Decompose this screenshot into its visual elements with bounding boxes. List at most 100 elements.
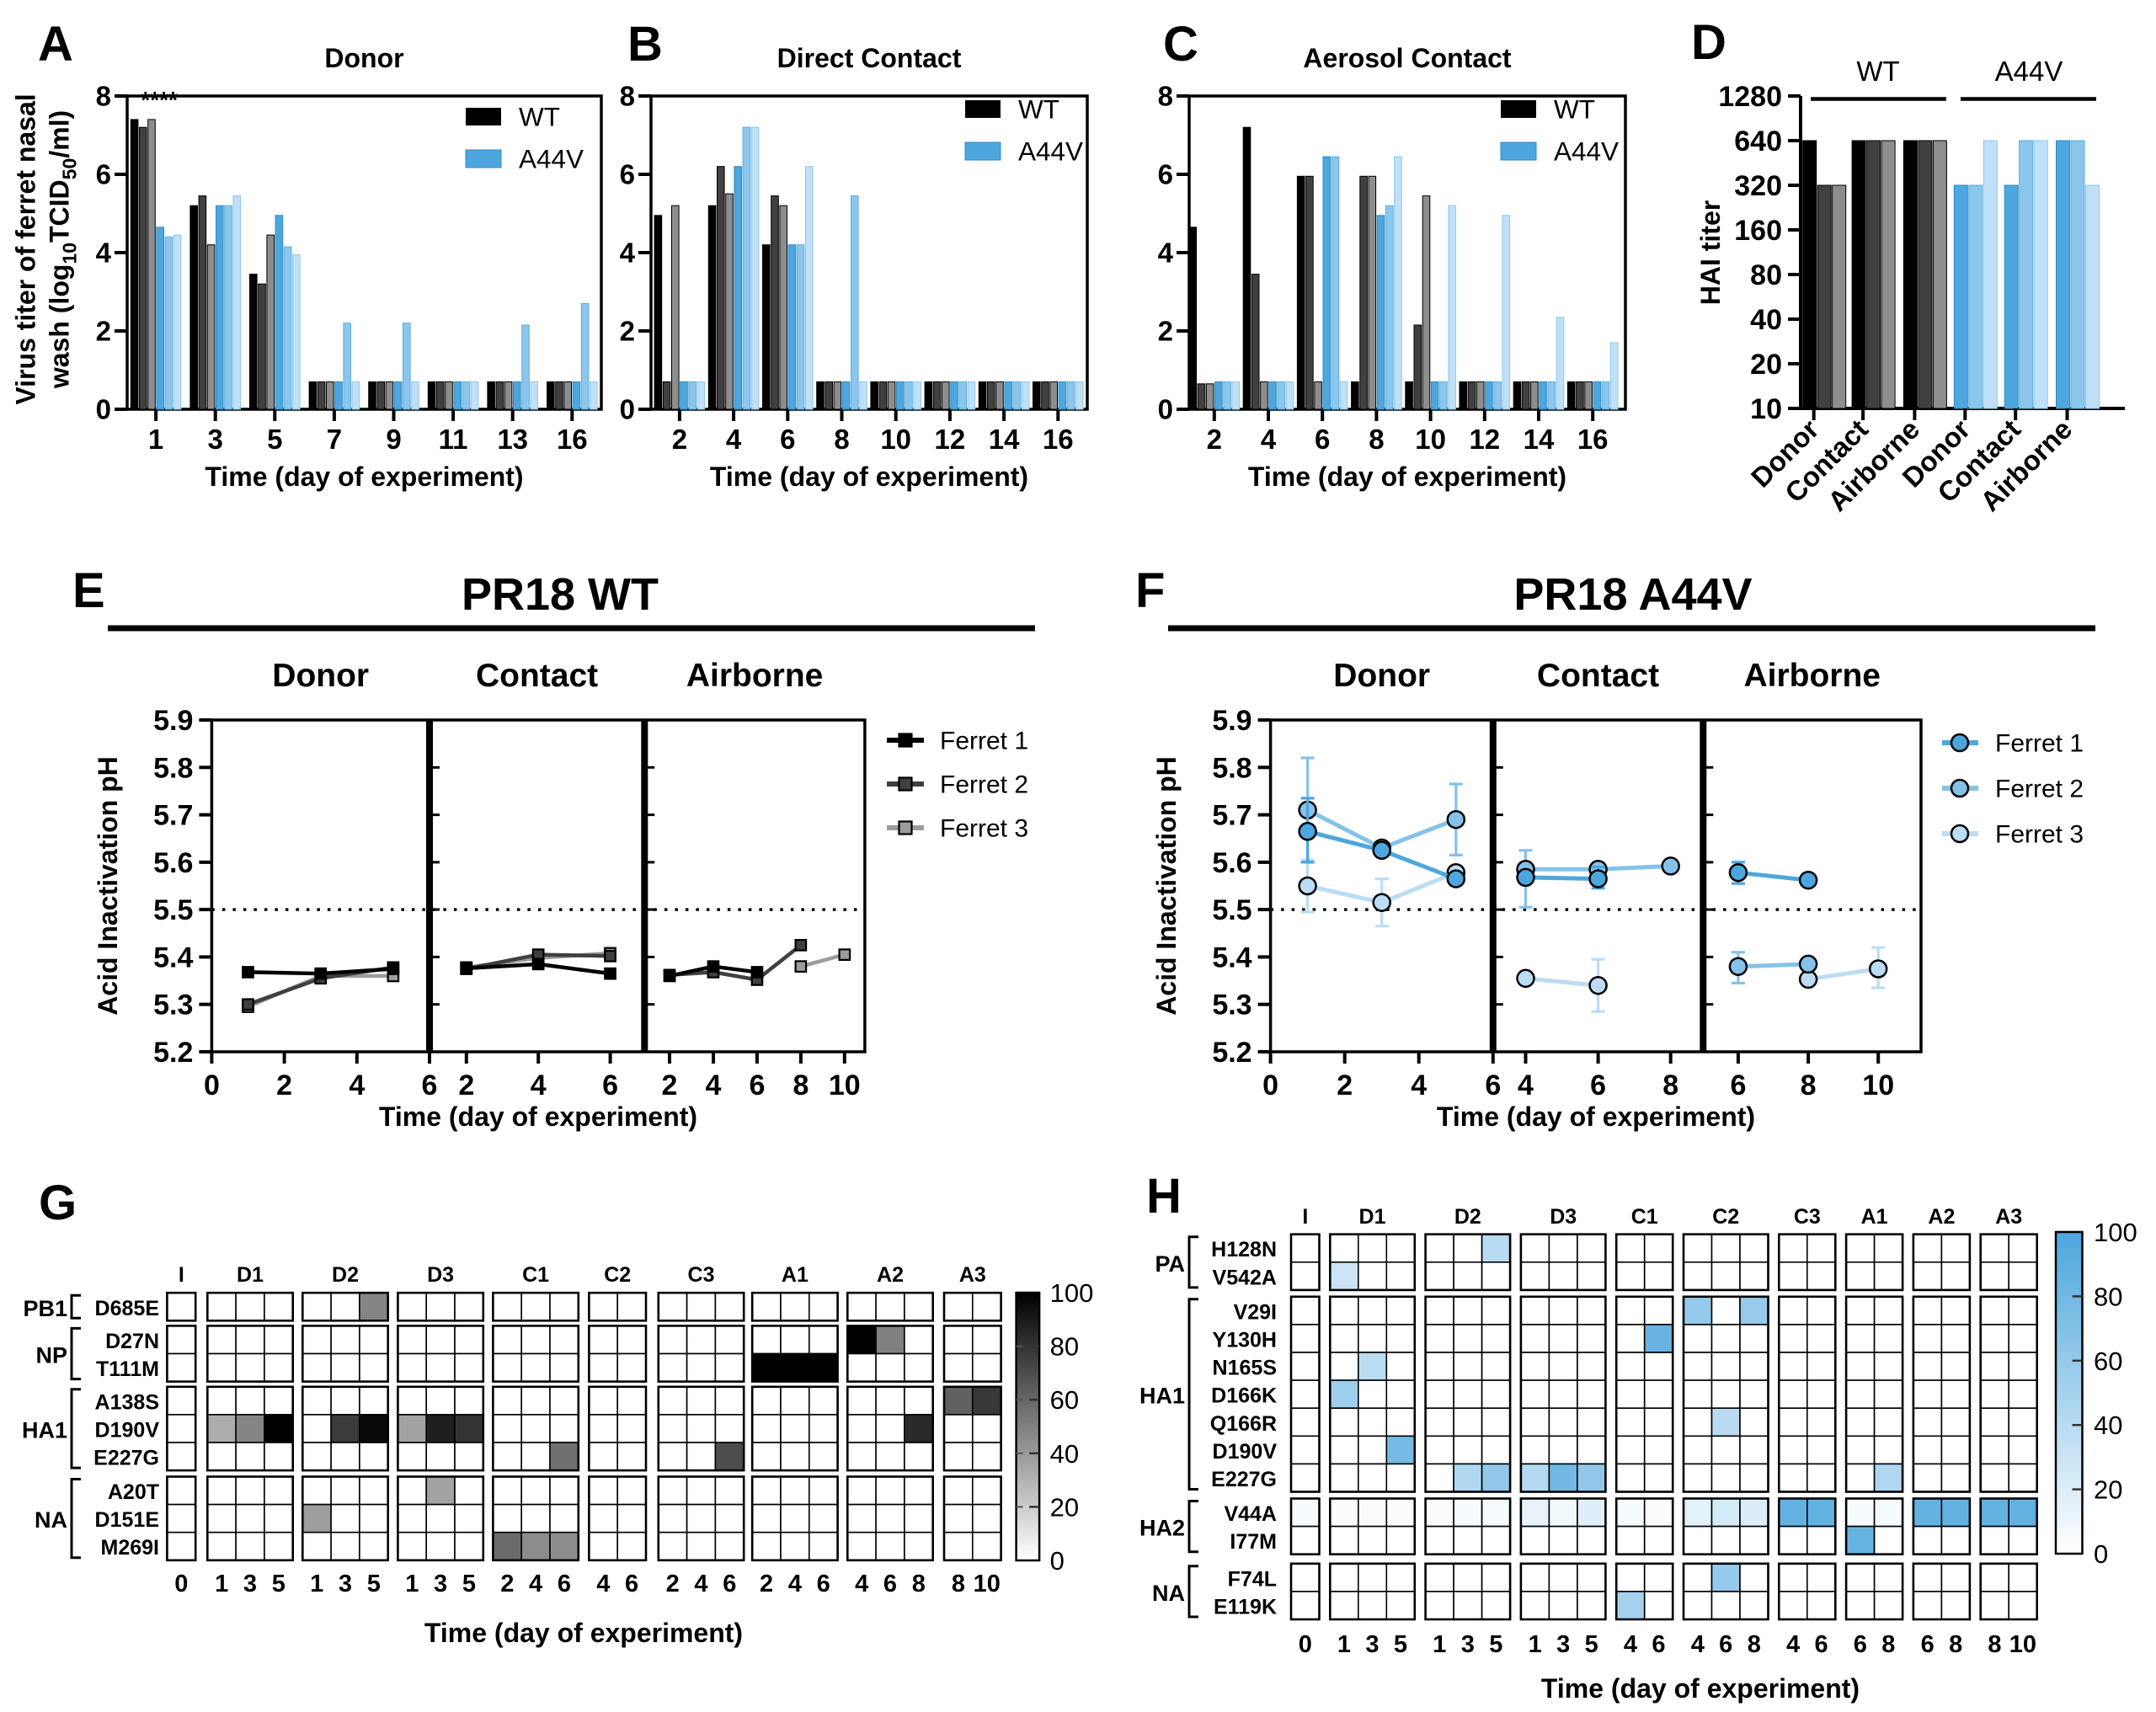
svg-text:0: 0 (1158, 394, 1173, 425)
svg-text:NA: NA (1152, 1581, 1185, 1606)
svg-text:12: 12 (1469, 424, 1500, 455)
svg-text:PR18 A44V: PR18 A44V (1513, 569, 1752, 620)
svg-text:5.8: 5.8 (153, 752, 193, 784)
svg-text:5.7: 5.7 (153, 800, 193, 832)
svg-text:V542A: V542A (1213, 1266, 1277, 1289)
svg-text:C1: C1 (1631, 1205, 1658, 1229)
svg-text:5.6: 5.6 (1212, 847, 1251, 879)
svg-text:PR18 WT: PR18 WT (462, 569, 659, 620)
svg-text:D1: D1 (1359, 1205, 1386, 1229)
svg-text:Aerosol Contact: Aerosol Contact (1303, 43, 1511, 73)
svg-text:12: 12 (935, 424, 966, 455)
svg-text:D: D (1691, 15, 1726, 70)
svg-text:2: 2 (1158, 316, 1173, 347)
svg-text:Time (day of experiment): Time (day of experiment) (1541, 1673, 1860, 1704)
svg-text:4: 4 (96, 237, 112, 269)
svg-text:Acid Inactivation pH: Acid Inactivation pH (1151, 756, 1182, 1016)
svg-text:PA: PA (1155, 1251, 1185, 1277)
svg-text:10: 10 (880, 424, 911, 455)
svg-text:D151E: D151E (95, 1508, 159, 1532)
svg-text:16: 16 (1577, 424, 1609, 455)
svg-text:Ferret 2: Ferret 2 (1995, 776, 2084, 803)
svg-text:5.3: 5.3 (1212, 989, 1251, 1021)
svg-text:8: 8 (952, 1571, 965, 1597)
svg-text:C2: C2 (1712, 1205, 1739, 1229)
svg-text:7: 7 (327, 424, 342, 455)
svg-text:wash (log10TCID50/ml): wash (log10TCID50/ml) (45, 110, 81, 389)
svg-text:Time (day of experiment): Time (day of experiment) (379, 1101, 697, 1132)
svg-text:2: 2 (1337, 1069, 1353, 1101)
svg-text:160: 160 (1734, 215, 1782, 247)
svg-text:4: 4 (788, 1571, 802, 1597)
svg-text:2: 2 (672, 424, 687, 455)
svg-text:3: 3 (1461, 1631, 1475, 1658)
svg-text:4: 4 (726, 424, 742, 455)
svg-text:1: 1 (310, 1571, 323, 1597)
svg-text:6: 6 (625, 1571, 638, 1597)
svg-text:5.9: 5.9 (1212, 705, 1251, 737)
svg-text:8: 8 (792, 1069, 808, 1101)
svg-text:4: 4 (349, 1069, 365, 1101)
svg-text:Donor: Donor (1333, 658, 1430, 694)
svg-text:A3: A3 (1995, 1205, 2022, 1229)
svg-text:40: 40 (1750, 304, 1782, 336)
svg-text:A2: A2 (1928, 1205, 1955, 1229)
svg-text:1: 1 (1337, 1631, 1351, 1658)
svg-text:Airborne: Airborne (1743, 658, 1881, 694)
svg-text:6: 6 (96, 159, 111, 190)
svg-text:6: 6 (1590, 1069, 1606, 1101)
svg-text:T111M: T111M (96, 1357, 159, 1381)
svg-text:A: A (38, 17, 73, 72)
svg-text:Q166R: Q166R (1210, 1412, 1277, 1436)
svg-text:10: 10 (1750, 393, 1782, 425)
svg-text:PB1: PB1 (23, 1296, 67, 1321)
svg-text:5.5: 5.5 (153, 894, 193, 926)
svg-text:Ferret 3: Ferret 3 (1995, 821, 2084, 849)
svg-text:A2: A2 (877, 1263, 904, 1287)
svg-text:Ferret 3: Ferret 3 (940, 815, 1028, 843)
svg-text:5: 5 (367, 1571, 381, 1597)
svg-text:6: 6 (1158, 159, 1173, 190)
svg-text:6: 6 (1485, 1069, 1501, 1101)
svg-text:E227G: E227G (1211, 1468, 1277, 1491)
svg-text:6: 6 (422, 1069, 438, 1101)
svg-text:Contact: Contact (1537, 658, 1659, 694)
svg-text:60: 60 (2094, 1347, 2122, 1376)
svg-text:NA: NA (35, 1507, 67, 1533)
svg-text:10: 10 (829, 1069, 861, 1101)
svg-text:10: 10 (974, 1571, 1001, 1597)
svg-text:6: 6 (780, 424, 795, 455)
svg-text:5.4: 5.4 (1212, 941, 1251, 973)
svg-text:5: 5 (462, 1571, 476, 1597)
svg-text:A3: A3 (959, 1263, 986, 1287)
svg-text:D3: D3 (1550, 1205, 1577, 1229)
svg-text:E227G: E227G (93, 1447, 159, 1470)
svg-text:80: 80 (1050, 1332, 1079, 1362)
svg-text:20: 20 (1050, 1492, 1079, 1522)
svg-text:C1: C1 (522, 1263, 549, 1287)
svg-text:40: 40 (2094, 1411, 2122, 1440)
svg-text:0: 0 (2094, 1539, 2108, 1569)
svg-text:****: **** (141, 87, 178, 113)
svg-text:5.2: 5.2 (153, 1037, 193, 1069)
svg-text:8: 8 (1949, 1631, 1962, 1658)
svg-text:4: 4 (694, 1571, 707, 1597)
svg-text:D190V: D190V (95, 1419, 160, 1443)
svg-text:Time (day of experiment): Time (day of experiment) (424, 1618, 743, 1648)
svg-text:2: 2 (96, 316, 111, 347)
svg-text:G: G (39, 1176, 77, 1230)
svg-text:4: 4 (1624, 1631, 1637, 1658)
svg-text:4: 4 (706, 1069, 722, 1101)
svg-text:5.7: 5.7 (1212, 800, 1251, 832)
svg-text:10: 10 (2009, 1631, 2036, 1658)
svg-text:C3: C3 (1794, 1205, 1821, 1229)
svg-text:4: 4 (855, 1571, 868, 1597)
svg-text:D166K: D166K (1211, 1384, 1277, 1408)
svg-text:D685E: D685E (95, 1297, 159, 1320)
svg-text:I: I (179, 1263, 184, 1287)
svg-text:HAI titer: HAI titer (1695, 200, 1726, 305)
svg-text:11: 11 (439, 424, 468, 455)
svg-text:Ferret 1: Ferret 1 (1995, 730, 2084, 758)
svg-text:2: 2 (458, 1069, 474, 1101)
svg-text:A1: A1 (782, 1263, 808, 1287)
